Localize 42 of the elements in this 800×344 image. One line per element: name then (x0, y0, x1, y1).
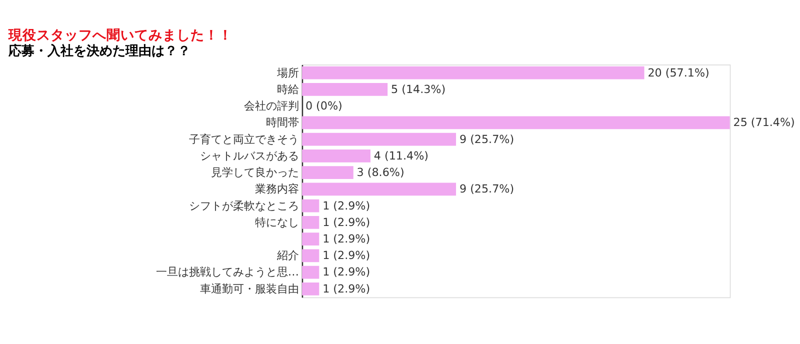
bar (302, 150, 370, 162)
bar (302, 249, 320, 262)
y-tick-label: 紹介 (276, 249, 300, 262)
data-label: 1 (2.9%) (322, 266, 370, 279)
data-label: 3 (8.6%) (356, 166, 404, 180)
y-tick-label: 場所 (276, 66, 300, 80)
y-tick-label: 車通勤可・服装自由 (200, 282, 300, 296)
data-label: 20 (57.1%) (648, 66, 710, 80)
data-label: 1 (2.9%) (322, 232, 370, 246)
y-tick-label: 時間帯 (266, 116, 300, 130)
y-tick-label: 子育てと両立できそう (189, 132, 300, 146)
data-label: 9 (25.7%) (459, 182, 514, 196)
bar (302, 132, 456, 146)
text: 現役スタッフへ聞いてみました！！ (8, 28, 233, 44)
data-label: 1 (2.9%) (322, 199, 370, 212)
bar (302, 266, 320, 279)
data-label: 25 (71.4%) (733, 116, 795, 130)
data-label: 1 (2.9%) (322, 249, 370, 262)
bar (302, 116, 730, 130)
y-tick-label: 会社の評判 (244, 100, 300, 113)
bar (302, 166, 354, 179)
bar (302, 199, 320, 212)
data-label: 1 (2.9%) (322, 216, 370, 229)
bar (302, 282, 320, 296)
text: 応募・入社を決めた理由は？？ (8, 43, 191, 60)
bar (302, 216, 320, 229)
data-label: 1 (2.9%) (322, 282, 370, 296)
y-tick-label: 見学して良かった (211, 166, 300, 180)
data-label: 4 (11.4%) (374, 149, 428, 162)
bar (302, 182, 456, 196)
y-tick-label: 業務内容 (255, 182, 300, 196)
data-label: 5 (14.3%) (391, 82, 446, 96)
bar (302, 66, 644, 80)
y-tick-label: 一旦は挑戦してみようと思… (156, 266, 300, 279)
bar (302, 232, 320, 246)
y-tick-label: シャトルバスがある (200, 149, 300, 162)
y-tick-label: シフトが柔軟なところ (189, 199, 300, 212)
y-tick-label: 時給 (277, 82, 300, 96)
data-label: 9 (25.7%) (459, 132, 514, 146)
y-tick-label: 特になし (255, 216, 300, 229)
data-label: 0 (0%) (305, 100, 342, 113)
bar (302, 83, 388, 96)
